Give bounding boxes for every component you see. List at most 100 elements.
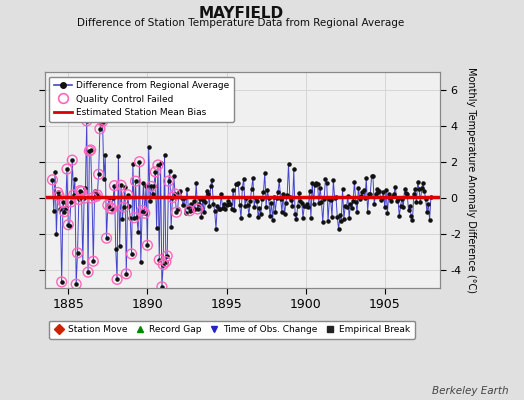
Y-axis label: Monthly Temperature Anomaly Difference (°C): Monthly Temperature Anomaly Difference (… [466,67,476,293]
Point [418,185,426,192]
Point [150,183,158,190]
Point [204,190,212,197]
Point [234,180,243,187]
Point [321,176,330,182]
Point [162,258,170,265]
Point [246,198,255,204]
Point [366,191,375,197]
Point [282,200,290,206]
Point [106,205,115,211]
Point [280,211,289,218]
Point [276,196,285,202]
Point [364,208,372,215]
Point [200,209,209,216]
Point [255,205,264,212]
Point [415,186,423,192]
Point [156,160,165,166]
Point [203,188,211,194]
Point [85,148,94,154]
Point [197,214,205,220]
Point [369,173,377,179]
Point [387,198,396,204]
Point [419,180,427,186]
Point [260,170,269,176]
Point [127,251,136,257]
Point [390,191,398,197]
Point [230,206,238,213]
Point [99,118,107,125]
Point [249,175,257,181]
Text: MAYFIELD: MAYFIELD [199,6,283,21]
Point [193,206,202,212]
Point [107,206,116,212]
Point [208,177,216,183]
Point [372,191,380,198]
Point [56,206,64,212]
Point [416,199,424,205]
Point [385,191,393,198]
Point [83,118,91,124]
Point [85,148,94,154]
Point [233,181,241,187]
Point [370,201,378,208]
Point [168,194,177,201]
Point [55,193,63,199]
Point [147,183,156,190]
Point [290,166,298,172]
Point [308,180,316,186]
Point [386,195,394,201]
Point [84,269,92,275]
Point [305,188,314,194]
Point [226,200,235,207]
Point [214,206,223,212]
Point [77,188,85,195]
Point [154,162,162,168]
Point [286,194,294,200]
Point [388,193,397,200]
Point [68,157,77,163]
Point [79,259,87,266]
Point [100,176,108,182]
Point [124,192,132,198]
Point [104,202,112,208]
Point [235,202,244,208]
Point [64,222,72,228]
Point [403,190,411,197]
Point [355,196,364,202]
Point [333,214,342,220]
Point [397,202,405,209]
Point [113,276,121,282]
Point [184,204,192,210]
Point [320,196,329,202]
Point [345,215,353,221]
Point [222,202,231,209]
Point [271,208,279,215]
Point [307,214,315,221]
Point [340,216,348,222]
Point [189,198,198,204]
Point [304,204,312,210]
Point [94,171,103,178]
Point [361,195,369,201]
Point [110,182,118,189]
Point [265,195,273,202]
Point [143,242,151,248]
Point [191,206,199,212]
Point [121,184,129,190]
Point [300,202,309,209]
Legend: Station Move, Record Gap, Time of Obs. Change, Empirical Break: Station Move, Record Gap, Time of Obs. C… [49,320,415,339]
Point [346,200,355,207]
Point [312,180,320,186]
Point [412,199,421,205]
Point [151,169,159,175]
Point [170,173,178,179]
Point [155,257,163,263]
Point [93,192,102,198]
Point [405,207,413,214]
Point [252,195,260,202]
Point [357,193,365,200]
Point [339,186,347,192]
Point [104,202,112,208]
Point [353,209,361,216]
Point [295,190,303,196]
